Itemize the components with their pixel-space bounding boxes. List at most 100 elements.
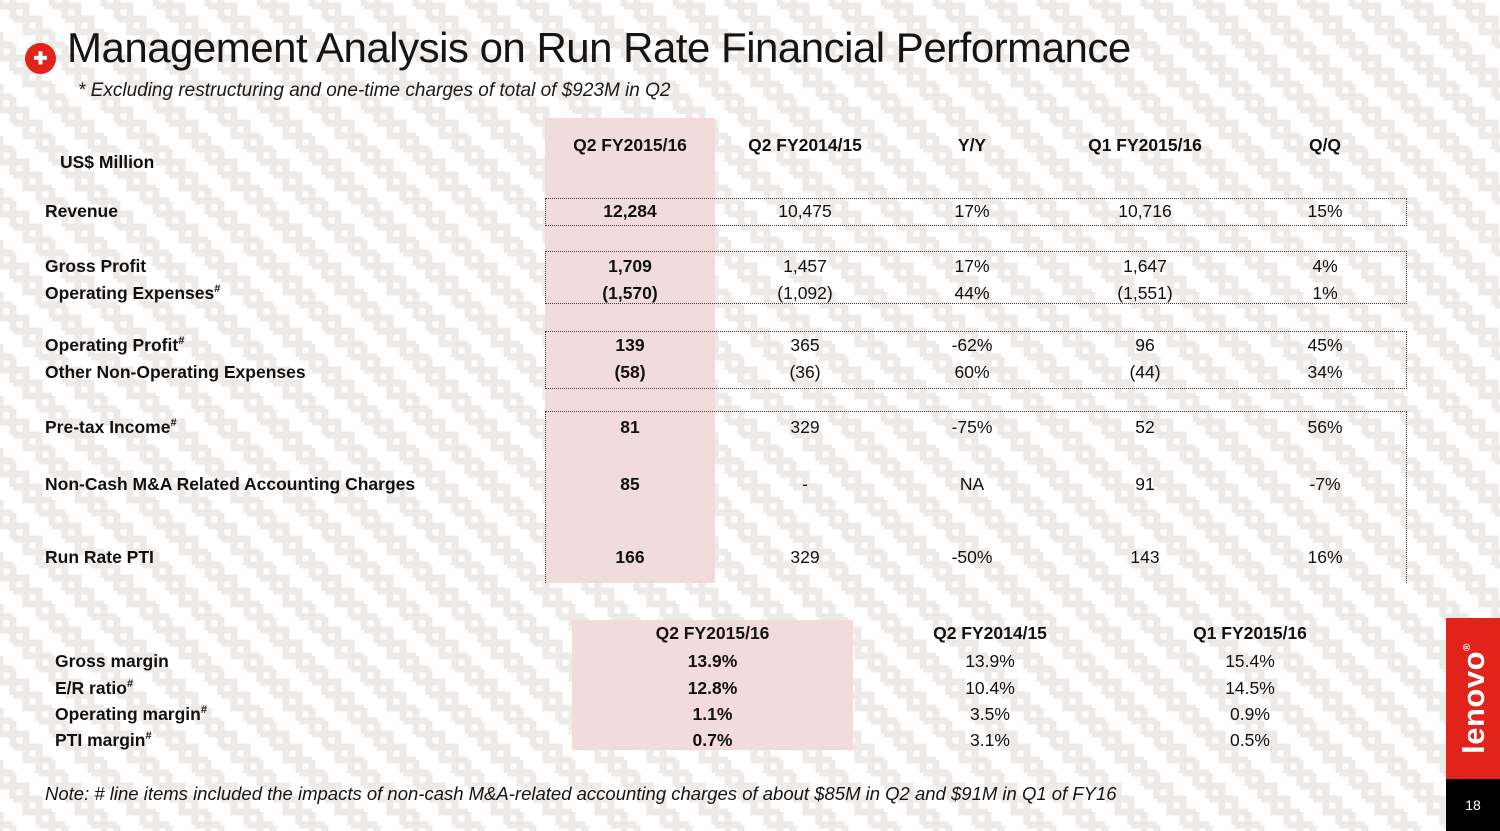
table1-header-q1fy1516: Q1 FY2015/16 [1088, 135, 1202, 155]
table-cell: 85 [620, 474, 640, 494]
table1-header-yy: Y/Y [957, 135, 987, 155]
table1-dotted-box-revenue [545, 198, 1407, 226]
table1-row-run-rate-pti: Run Rate PTI 166 329 -50% 143 16% [0, 545, 1500, 569]
row-label: Gross margin [55, 651, 169, 671]
registered-mark: ® [1461, 643, 1473, 651]
unit-label: US$ Million [60, 152, 155, 172]
row-label: Non-Cash M&A Related Accounting Charges [45, 474, 416, 494]
table-cell: 3.1% [970, 730, 1010, 750]
table2-row-pti-margin: PTI margin# 0.7% 3.1% 0.5% [0, 728, 1500, 752]
row-label: Gross Profit [45, 256, 147, 276]
table2-highlight-column [572, 620, 853, 750]
table1-row-gross-profit: Gross Profit 1,709 1,457 17% 1,647 4% [0, 254, 1500, 278]
table-cell: 1,647 [1123, 256, 1167, 276]
table-cell: 0.9% [1230, 704, 1270, 724]
table-cell: 1% [1312, 283, 1338, 303]
table1-dotted-box-pretax-group [545, 411, 1407, 583]
table-cell: -75% [951, 417, 993, 437]
table-cell: 81 [620, 417, 640, 437]
table1-row-revenue: Revenue 12,284 10,475 17% 10,716 15% [0, 199, 1500, 223]
table-cell: 329 [790, 547, 820, 567]
plus-icon: ✚ [25, 43, 56, 74]
lenovo-logo: lenovo® [1446, 618, 1500, 779]
row-label: Operating Expenses# [45, 283, 221, 303]
row-label: Operating margin# [55, 704, 207, 724]
table-cell: 4% [1312, 256, 1338, 276]
table-cell: 329 [790, 417, 820, 437]
row-label: Revenue [45, 201, 118, 221]
table-cell: 0.5% [1230, 730, 1270, 750]
table-cell: 10,475 [778, 201, 832, 221]
table-cell: 96 [1135, 335, 1155, 355]
table-cell: (1,092) [777, 283, 833, 303]
table-cell: 14.5% [1225, 678, 1275, 698]
table-cell: - [802, 474, 808, 494]
slide-subtitle: * Excluding restructuring and one-time c… [78, 80, 671, 101]
table-cell: 15% [1307, 201, 1343, 221]
table1-row-pretax-income: Pre-tax Income# 81 329 -75% 52 56% [0, 415, 1500, 439]
table1-dotted-box-opprofit-other [545, 331, 1407, 389]
table-cell: 60% [954, 362, 990, 382]
table-cell: 13.9% [965, 651, 1015, 671]
row-label: Other Non-Operating Expenses [45, 362, 306, 382]
table-cell: 91 [1135, 474, 1155, 494]
row-label: Pre-tax Income# [45, 417, 177, 437]
row-label: PTI margin# [55, 730, 152, 750]
table2-row-operating-margin: Operating margin# 1.1% 3.5% 0.9% [0, 702, 1500, 726]
table2-row-er-ratio: E/R ratio# 12.8% 10.4% 14.5% [0, 676, 1500, 700]
table1-header-q2fy1516: Q2 FY2015/16 [573, 135, 687, 155]
table-cell: 1,709 [608, 256, 652, 276]
table-cell: (58) [614, 362, 646, 382]
table1-row-noncash-ma-charges: Non-Cash M&A Related Accounting Charges … [0, 472, 1500, 496]
table2-header-q2fy1516: Q2 FY2015/16 [655, 623, 770, 643]
table1-header-row: Q2 FY2015/16 Q2 FY2014/15 Y/Y Q1 FY2015/… [0, 133, 1500, 157]
table-cell: (1,570) [602, 283, 658, 303]
table-cell: 1.1% [692, 704, 733, 724]
table-cell: 10,716 [1118, 201, 1172, 221]
table2-header-q1fy1516: Q1 FY2015/16 [1193, 623, 1307, 643]
table-cell: (36) [789, 362, 821, 382]
table-cell: -62% [951, 335, 993, 355]
table-cell: 17% [954, 201, 990, 221]
table-cell: 13.9% [687, 651, 738, 671]
table2-row-gross-margin: Gross margin 13.9% 13.9% 15.4% [0, 649, 1500, 673]
table-cell: -50% [951, 547, 993, 567]
table-cell: (1,551) [1117, 283, 1173, 303]
table-cell: 52 [1135, 417, 1155, 437]
plus-icon-glyph: ✚ [33, 49, 48, 68]
table-cell: 12,284 [603, 201, 657, 221]
table-cell: 1,457 [783, 256, 827, 276]
row-label: Run Rate PTI [45, 547, 154, 567]
lenovo-logo-text: lenovo® [1455, 643, 1491, 754]
table-cell: 56% [1307, 417, 1343, 437]
table-cell: 34% [1307, 362, 1343, 382]
table1-header-qq: Q/Q [1308, 135, 1342, 155]
table-cell: (44) [1129, 362, 1161, 382]
table1-header-q2fy1415: Q2 FY2014/15 [748, 135, 862, 155]
table-cell: 44% [954, 283, 990, 303]
table-cell: 365 [790, 335, 820, 355]
table1-dotted-box-grossprofit-opex [545, 251, 1407, 304]
table-cell: 139 [615, 335, 645, 355]
table1-row-operating-expenses: Operating Expenses# (1,570) (1,092) 44% … [0, 281, 1500, 305]
table-cell: 17% [954, 256, 990, 276]
page-number: 18 [1446, 779, 1500, 831]
table1-row-other-non-operating-expenses: Other Non-Operating Expenses (58) (36) 6… [0, 360, 1500, 384]
table-cell: 12.8% [687, 678, 738, 698]
table-cell: 10.4% [965, 678, 1015, 698]
table-cell: NA [959, 474, 985, 494]
table-cell: 3.5% [970, 704, 1010, 724]
table-cell: 0.7% [692, 730, 733, 750]
table1-highlight-column [545, 118, 715, 583]
footnote: Note: # line items included the impacts … [45, 783, 1117, 804]
table-cell: -7% [1309, 474, 1341, 494]
table-cell: 16% [1307, 547, 1343, 567]
slide-title: Management Analysis on Run Rate Financia… [67, 24, 1131, 71]
row-label: E/R ratio# [55, 678, 134, 698]
table-cell: 143 [1130, 547, 1160, 567]
table1-row-operating-profit: Operating Profit# 139 365 -62% 96 45% [0, 333, 1500, 357]
table2-header-row: Q2 FY2015/16 Q2 FY2014/15 Q1 FY2015/16 [0, 621, 1500, 645]
table-cell: 166 [615, 547, 645, 567]
